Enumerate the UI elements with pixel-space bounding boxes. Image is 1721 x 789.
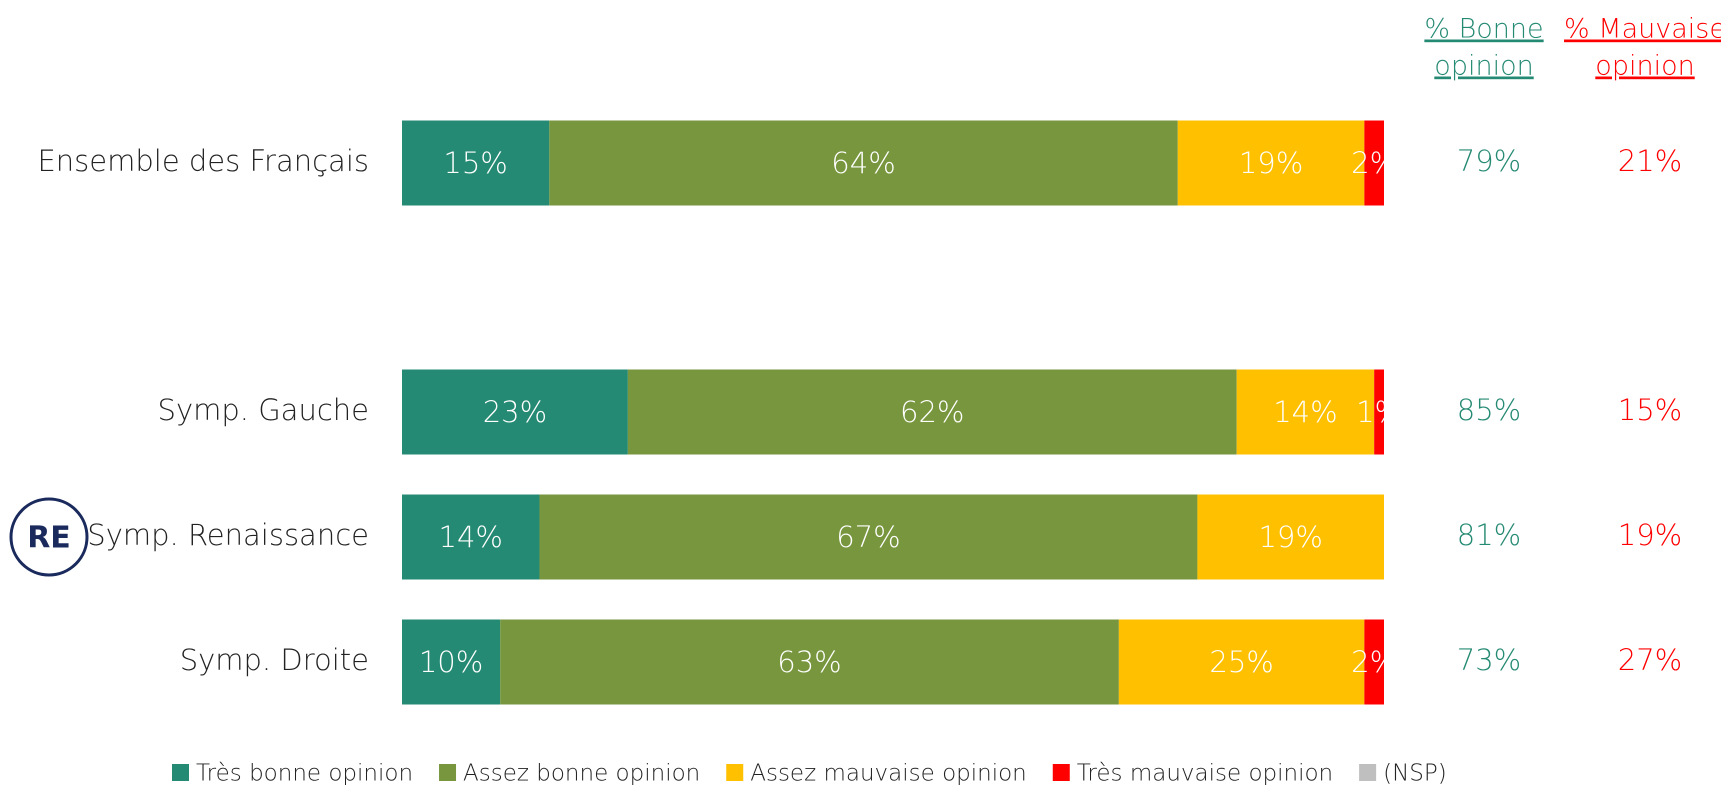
data-label: 67%: [836, 520, 900, 554]
legend-label: Très bonne opinion: [196, 761, 413, 787]
legend-item: (NSP): [1359, 761, 1447, 787]
summary-value: 21%: [1618, 144, 1682, 178]
bar-segment: [1364, 120, 1384, 206]
bar-segment: [1364, 619, 1384, 705]
legend-swatch: [1359, 764, 1377, 781]
category-label: Symp. Renaissance: [87, 518, 369, 552]
summary-value: 81%: [1457, 518, 1521, 552]
legend-item: Très mauvaise opinion: [1052, 761, 1333, 787]
bar-segment: [1177, 120, 1365, 206]
data-label: 2%: [1351, 146, 1397, 180]
data-label: 15%: [443, 146, 507, 180]
legend-label: Très mauvaise opinion: [1077, 761, 1333, 787]
data-label: 1%: [1356, 395, 1402, 429]
logo: RE: [9, 497, 89, 577]
bar-segment: [500, 619, 1119, 705]
legend-item: Très bonne opinion: [172, 761, 413, 787]
bar-segment: [402, 494, 540, 580]
bar-segment: [402, 369, 628, 455]
category-label: Symp. Gauche: [158, 393, 369, 427]
legend-item: Assez mauvaise opinion: [726, 761, 1027, 787]
data-label: 19%: [1239, 146, 1303, 180]
summary-value: 19%: [1618, 518, 1682, 552]
legend-label: Assez mauvaise opinion: [750, 761, 1027, 787]
category-label: Ensemble des Français: [37, 144, 369, 178]
summary-value: 79%: [1457, 144, 1521, 178]
data-label: 19%: [1258, 520, 1322, 554]
summary-value: 85%: [1457, 393, 1521, 427]
column-header: opinion: [1434, 51, 1533, 82]
bar-segment: [539, 494, 1198, 580]
data-label: 64%: [831, 146, 895, 180]
data-label: 63%: [777, 645, 841, 679]
legend-swatch: [439, 764, 457, 781]
data-label: 25%: [1209, 645, 1273, 679]
bar-segment: [1118, 619, 1365, 705]
bar-segment: [402, 619, 501, 705]
legend-label: (NSP): [1383, 761, 1447, 787]
bar-segment: [402, 120, 550, 206]
column-header: opinion: [1595, 51, 1694, 82]
data-label: 62%: [900, 395, 964, 429]
logo-text: RE: [27, 521, 71, 556]
summary-value: 73%: [1457, 643, 1521, 677]
category-label: Symp. Droite: [180, 643, 369, 677]
legend-swatch: [172, 764, 189, 781]
bar-segment: [1197, 494, 1384, 580]
logo-circle: [9, 497, 89, 577]
summary-value: 27%: [1618, 643, 1682, 677]
data-label: 2%: [1351, 645, 1397, 679]
data-label: 23%: [483, 395, 547, 429]
bar-segment: [549, 120, 1178, 206]
bar-segment: [1374, 369, 1384, 455]
legend-swatch: [1052, 764, 1070, 781]
legend-swatch: [726, 764, 744, 781]
data-label: 14%: [439, 520, 503, 554]
column-header: % Mauvaise: [1564, 14, 1721, 45]
legend-item: Assez bonne opinion: [439, 761, 700, 787]
column-header: % Bonne: [1424, 14, 1543, 45]
data-label: 10%: [419, 645, 483, 679]
data-label: 14%: [1273, 395, 1337, 429]
summary-value: 15%: [1618, 393, 1682, 427]
bar-segment: [1236, 369, 1375, 455]
bar-segment: [627, 369, 1237, 455]
legend-label: Assez bonne opinion: [463, 761, 700, 787]
